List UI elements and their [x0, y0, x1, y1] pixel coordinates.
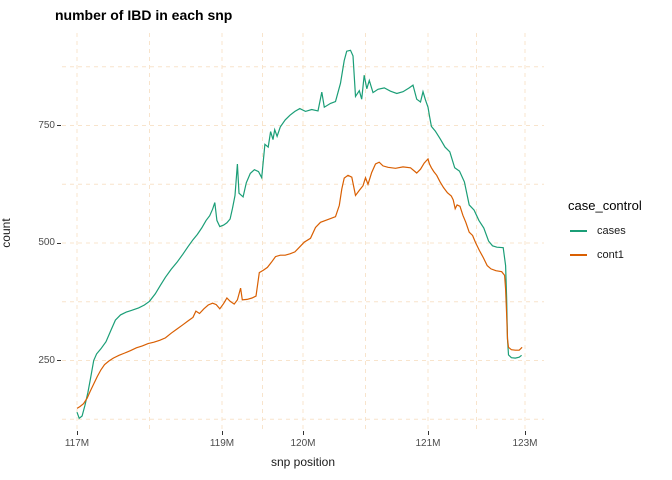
y-tick-label: 750 — [38, 119, 55, 131]
y-tick-mark — [57, 125, 61, 126]
legend-label: cont1 — [597, 249, 624, 261]
x-tick-mark — [302, 431, 304, 435]
y-tick-label: 500 — [38, 237, 55, 248]
legend-title: case_control — [568, 198, 642, 213]
series-line-cases — [76, 49, 522, 420]
x-tick-mark — [524, 431, 526, 435]
series-line-cont1 — [76, 157, 523, 409]
legend: case_control cases cont1 — [568, 198, 642, 271]
x-tick-mark — [76, 431, 78, 435]
x-tick-label: 117M — [64, 438, 90, 449]
legend-entry-cases: cases — [570, 223, 642, 239]
y-tick-mark — [57, 360, 61, 361]
legend-swatch-cont1 — [570, 254, 587, 256]
y-tick-mark — [57, 242, 61, 244]
x-tick-label: 121M — [415, 438, 441, 449]
x-tick-label: 119M — [209, 438, 235, 449]
plot-title: number of IBD in each snp — [55, 7, 233, 23]
x-tick-label: 123M — [512, 438, 538, 449]
x-tick-mark — [427, 431, 429, 435]
legend-entry-cont1: cont1 — [570, 247, 642, 263]
y-tick-label: 250 — [38, 354, 55, 366]
x-axis-title: snp position — [270, 455, 336, 469]
plot-panel — [62, 33, 544, 431]
legend-swatch-cases — [570, 230, 587, 232]
x-tick-mark — [221, 431, 223, 435]
legend-label: cases — [597, 225, 626, 237]
x-tick-label: 120M — [290, 438, 316, 449]
y-axis-title: count — [0, 218, 13, 248]
